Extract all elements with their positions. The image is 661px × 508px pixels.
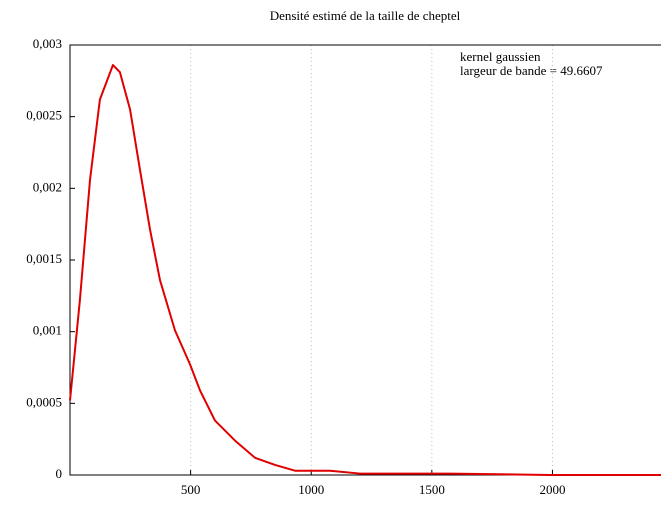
x-tick-label: 2000 [539, 482, 565, 497]
annotation: kernel gaussien [460, 49, 541, 64]
x-tick-label: 500 [181, 482, 201, 497]
annotation: largeur de bande = 49.6607 [460, 63, 603, 78]
chart-title: Densité estimé de la taille de cheptel [270, 8, 461, 23]
density-line [69, 64, 661, 476]
x-tick-label: 1500 [419, 482, 445, 497]
y-tick-label: 0 [56, 466, 63, 481]
x-tick-label: 1000 [298, 482, 324, 497]
y-tick-label: 0,003 [33, 36, 62, 51]
y-tick-label: 0,0025 [26, 108, 62, 123]
y-tick-label: 0,0015 [26, 251, 62, 266]
y-tick-label: 0,0005 [26, 394, 62, 409]
y-tick-label: 0,002 [33, 179, 62, 194]
y-tick-label: 0,001 [33, 323, 62, 338]
axis-frame [69, 44, 661, 476]
